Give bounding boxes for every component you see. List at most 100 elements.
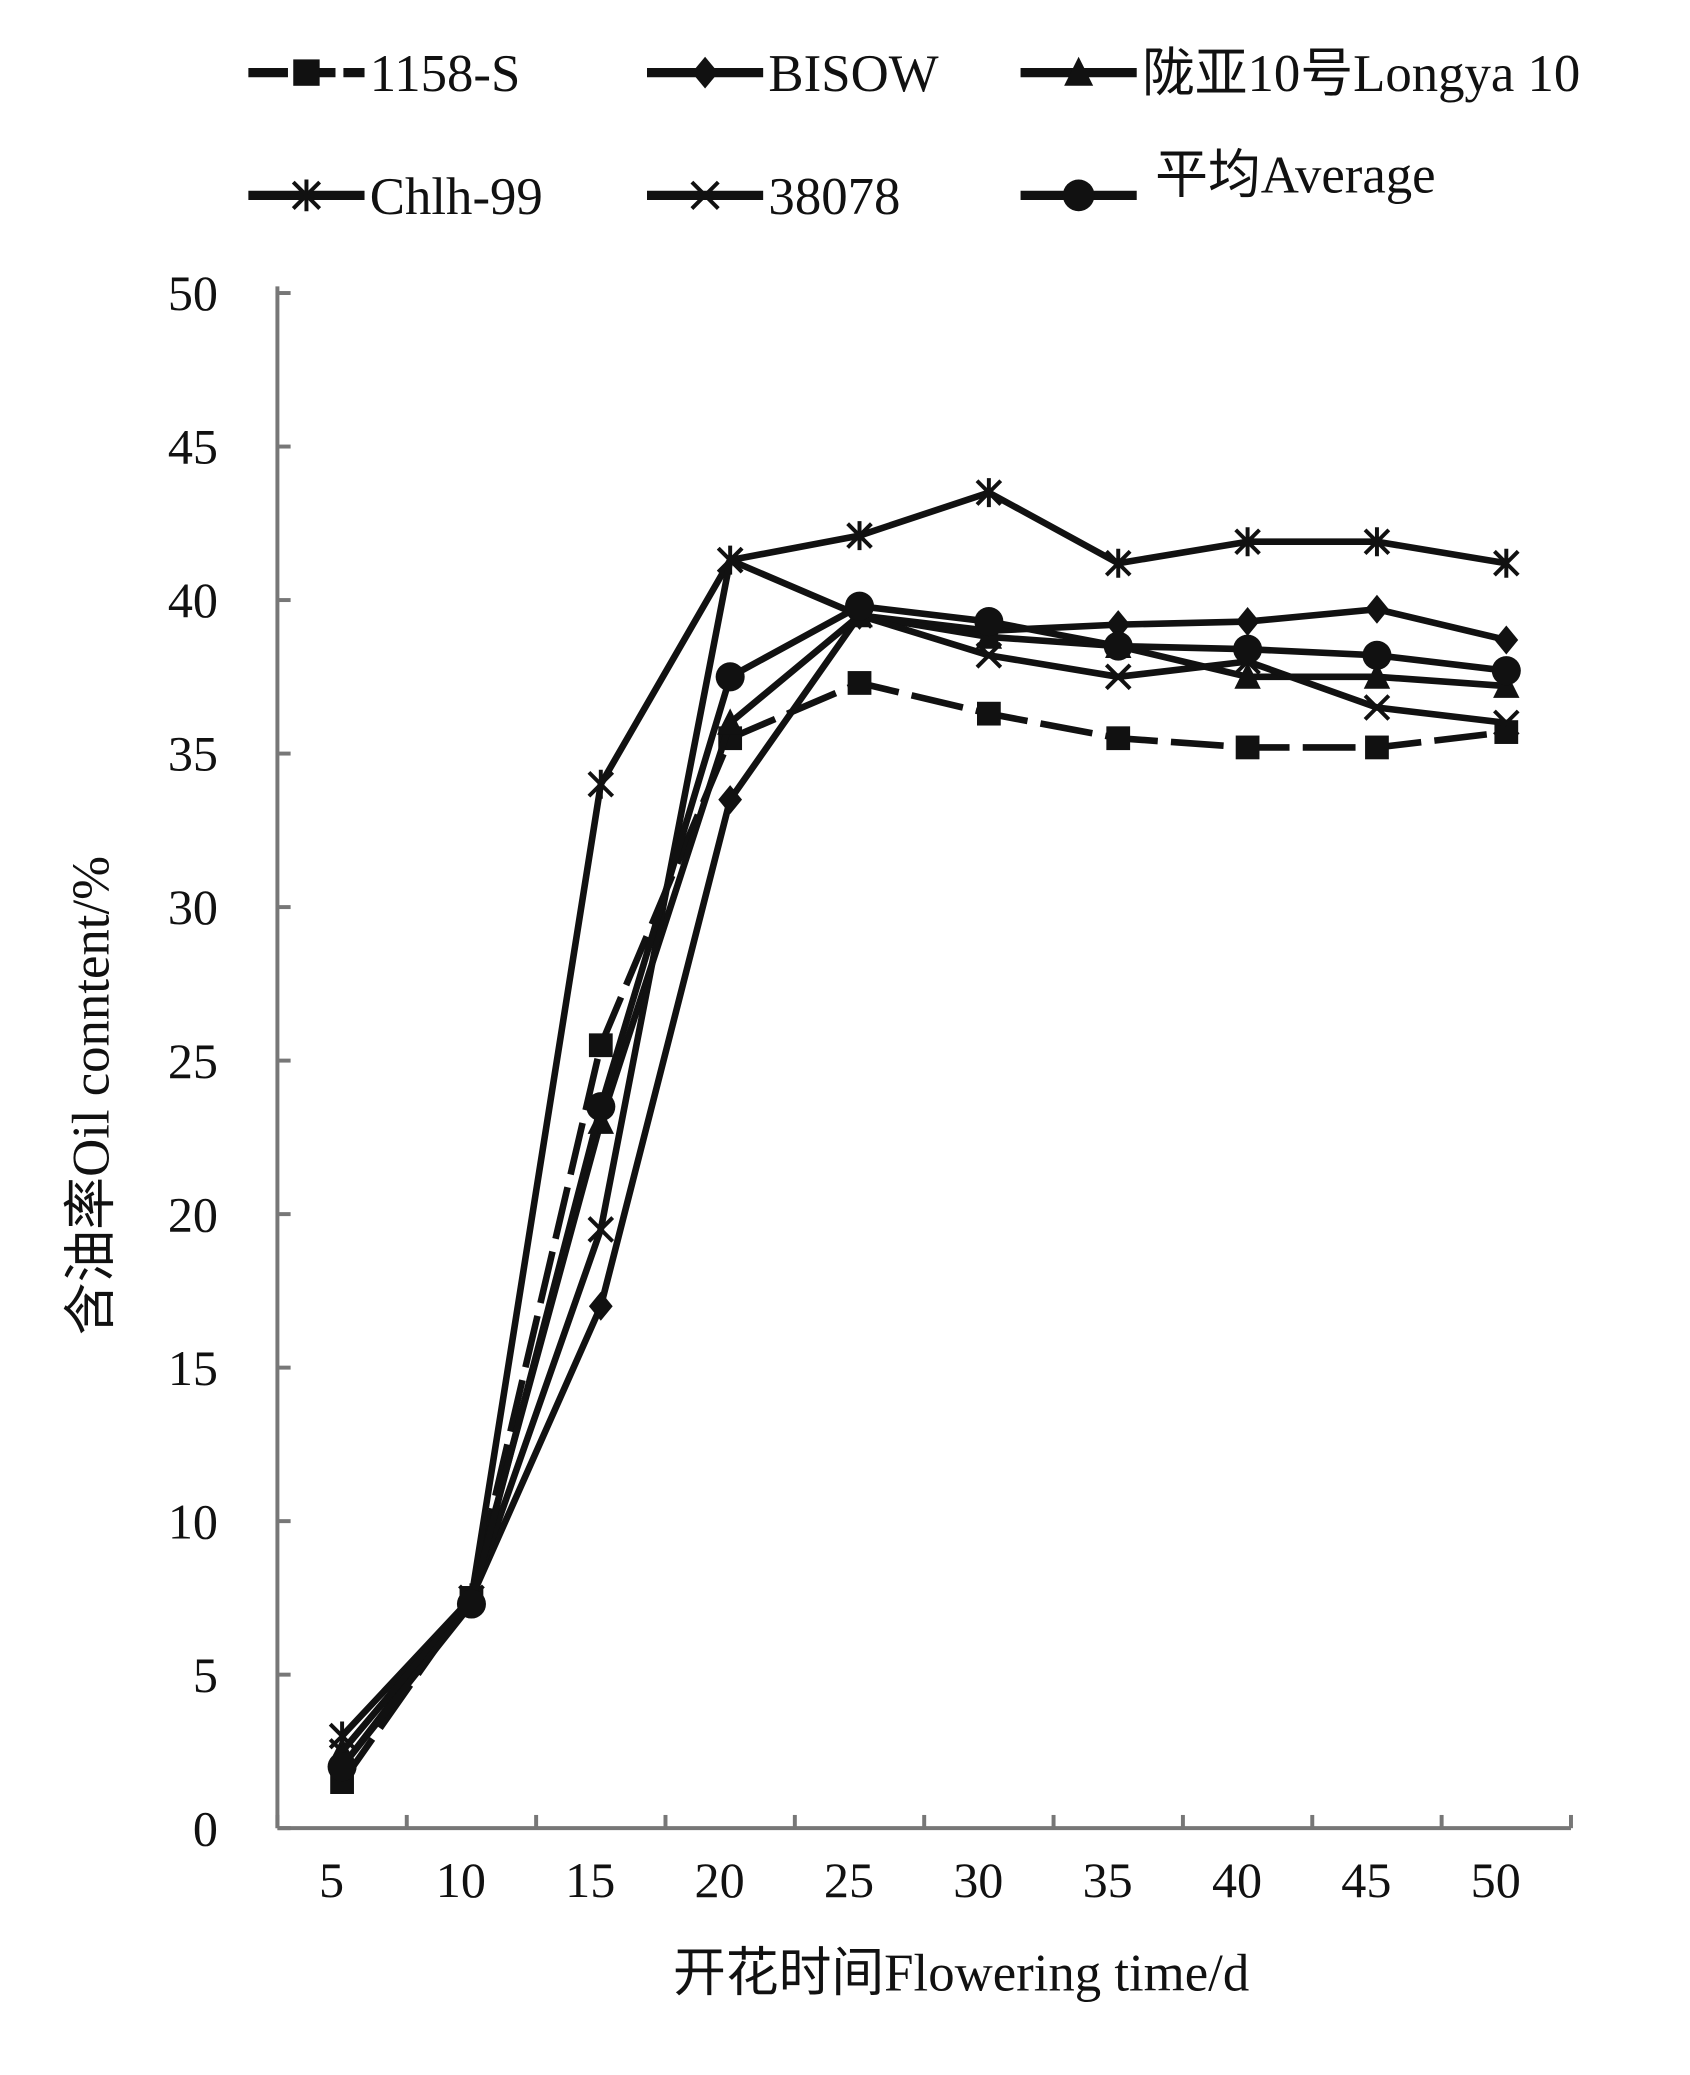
legend-label: 平均Average <box>1155 147 1435 205</box>
legend-label: 38078 <box>768 168 900 226</box>
x-marker <box>975 642 1003 669</box>
x-marker <box>690 180 720 210</box>
legend-label: 陇亚10号Longya 10 <box>1142 45 1580 103</box>
circle-marker <box>1062 179 1095 212</box>
data-point <box>716 708 744 735</box>
series--average <box>327 591 1521 1782</box>
asterisk-marker <box>587 769 615 799</box>
legend-item: BISOW <box>647 45 939 103</box>
circle-marker <box>327 1752 357 1782</box>
data-point <box>976 701 1001 726</box>
data-point <box>1493 548 1520 578</box>
asterisk-marker <box>1234 527 1261 557</box>
x-marker <box>1493 709 1520 737</box>
y-tick-label: 15 <box>168 1340 218 1396</box>
diamond-marker <box>1494 625 1519 655</box>
diamond-marker <box>718 785 743 815</box>
y-tick-label: 50 <box>168 265 218 321</box>
legend-item: 平均Average <box>1020 147 1436 212</box>
series-line <box>339 556 1507 1754</box>
diamond-marker <box>588 1291 613 1321</box>
data-point <box>588 1033 613 1058</box>
x-tick-label: 10 <box>436 1852 486 1908</box>
circle-marker <box>456 1589 486 1619</box>
legend-item: Chlh-99 <box>248 168 543 226</box>
series-chlh-99 <box>328 478 1520 1751</box>
data-point <box>1104 663 1132 691</box>
asterisk-marker <box>291 179 322 212</box>
x-tick-label: 45 <box>1341 1852 1391 1908</box>
x-marker <box>587 1216 615 1243</box>
legend-item: 1158-S <box>248 45 520 103</box>
data-point <box>1103 631 1133 661</box>
series-bisow <box>330 594 1519 1782</box>
axes: 0 5 10 15 20 25 30 35 40 45 50 5 10 15 20 25 30 35 40 45 50 <box>168 265 1573 1908</box>
data-point <box>847 671 872 695</box>
series--10-longya-10 <box>328 600 1520 1764</box>
data-point <box>1365 594 1389 624</box>
square-marker <box>1106 726 1131 751</box>
square-marker <box>293 59 320 86</box>
data-point <box>974 607 1004 637</box>
legend-label: 1158-S <box>370 45 521 103</box>
series-line <box>339 605 1508 1769</box>
data-point <box>588 1291 613 1321</box>
series-line <box>339 489 1507 1739</box>
data-point <box>718 785 743 815</box>
data-point <box>1365 735 1389 760</box>
x-marker <box>1363 694 1391 721</box>
data-point <box>1106 610 1131 640</box>
x-tick-label: 20 <box>695 1852 745 1908</box>
triangle-marker <box>1363 662 1391 689</box>
triangle-marker <box>1064 56 1094 86</box>
data-point <box>1363 527 1391 557</box>
x-tick-label: 5 <box>319 1852 344 1908</box>
data-point <box>1234 527 1261 557</box>
data-point <box>587 1216 615 1243</box>
y-axis-title: 含油率Oil conntent/% <box>62 856 120 1335</box>
data-point <box>456 1589 486 1619</box>
circle-marker <box>586 1092 616 1122</box>
data-point <box>327 1752 357 1782</box>
legend-item: 38078 <box>647 168 900 226</box>
asterisk-marker <box>1104 548 1132 578</box>
legend-marker <box>690 180 720 210</box>
x-tick-label: 40 <box>1212 1852 1262 1908</box>
legend-item: 陇亚10号Longya 10 <box>1020 45 1580 103</box>
legend-label: BISOW <box>768 45 938 103</box>
triangle-marker <box>716 708 744 735</box>
series-line <box>339 602 1507 1769</box>
square-marker <box>1235 735 1260 760</box>
square-marker <box>588 1033 613 1058</box>
x-tick-label: 35 <box>1083 1852 1133 1908</box>
circle-marker <box>974 607 1004 637</box>
data-point <box>846 521 873 551</box>
circle-marker <box>1491 656 1521 686</box>
x-marker <box>1104 663 1132 691</box>
square-marker <box>847 671 872 695</box>
y-tick-label: 20 <box>168 1186 218 1242</box>
y-tick-label: 30 <box>168 879 218 935</box>
asterisk-marker <box>846 521 873 551</box>
y-tick-label: 0 <box>193 1800 218 1856</box>
data-point <box>1494 625 1519 655</box>
data-point <box>1233 634 1263 664</box>
circle-marker <box>1233 634 1263 664</box>
diamond-marker <box>1235 607 1260 637</box>
legend-marker <box>1064 56 1094 86</box>
y-tick-label: 25 <box>168 1033 218 1089</box>
data-point <box>975 478 1003 508</box>
data-point <box>1106 726 1131 751</box>
diamond-marker <box>1365 594 1389 624</box>
asterisk-marker <box>1363 527 1391 557</box>
x-tick-label: 30 <box>953 1852 1003 1908</box>
diamond-marker <box>1106 610 1131 640</box>
data-point <box>716 546 744 574</box>
data-point <box>845 591 875 621</box>
legend-label: Chlh-99 <box>370 168 543 226</box>
data-point <box>975 642 1003 669</box>
data-point <box>1234 662 1261 689</box>
x-marker <box>716 546 744 574</box>
asterisk-marker <box>975 478 1003 508</box>
